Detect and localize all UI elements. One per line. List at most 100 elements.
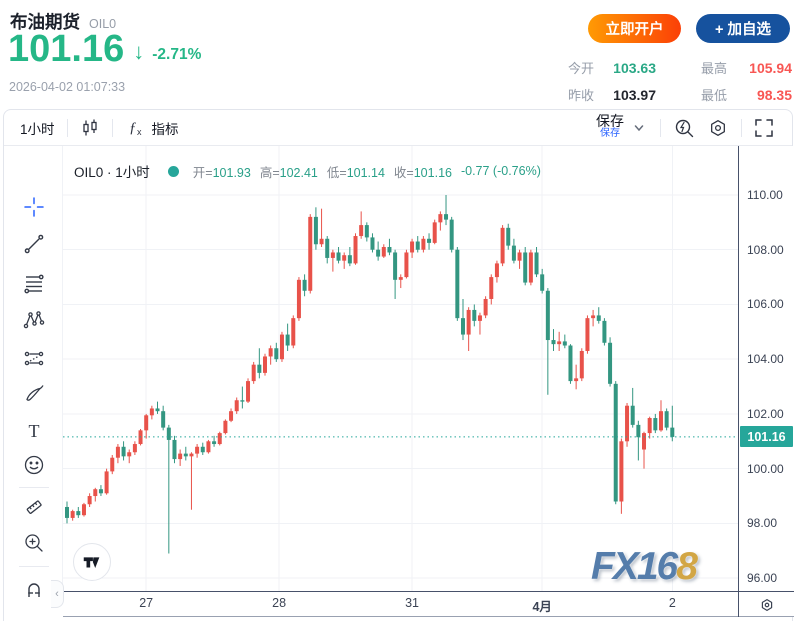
svg-text:ƒ: ƒ: [129, 120, 137, 136]
crosshair-icon: [24, 197, 44, 217]
stat-value: 105.94: [749, 60, 792, 76]
price-axis[interactable]: 101.16 96.00 98.00 100.00 102.00 104.00 106.0…: [738, 146, 794, 591]
legend-series-title[interactable]: OIL0 · 1小时: [74, 165, 150, 180]
stat-label: 昨收: [568, 88, 595, 103]
stat-value: 103.97: [613, 87, 656, 103]
candlestick-plot[interactable]: [63, 146, 738, 591]
indicators-label: 指标: [151, 121, 179, 137]
tool-zoom-in[interactable]: [21, 530, 47, 556]
emoji-icon: [24, 455, 44, 475]
save-button[interactable]: 保存 保存: [596, 113, 624, 140]
drawing-toolbar: T: [4, 146, 63, 597]
tool-ruler[interactable]: [21, 494, 47, 520]
tool-forecast[interactable]: [21, 345, 47, 371]
fx168-eight: 8: [676, 545, 698, 588]
price-row: 101.16 ↓ -2.71%: [8, 28, 201, 70]
save-tooltip: 保存: [600, 128, 620, 139]
svg-text:x: x: [137, 127, 142, 137]
forecast-icon: [24, 351, 44, 366]
tool-fib-retracement[interactable]: [21, 270, 47, 296]
stat-label: 最低: [701, 88, 728, 103]
fullscreen-icon: [755, 118, 773, 137]
fullscreen-button[interactable]: [748, 114, 780, 142]
price-axis-label: 108.00: [747, 242, 784, 257]
price-axis-label: 102.00: [747, 406, 784, 421]
instrument-title-row: 布油期货 OIL0: [10, 9, 116, 34]
save-menu-button[interactable]: [624, 114, 654, 142]
add-watchlist-button[interactable]: + 加自选: [696, 14, 790, 43]
instrument-name: 布油期货: [10, 12, 80, 32]
open-account-button[interactable]: 立即开户: [588, 14, 681, 43]
legend-high: 高=102.41: [259, 165, 318, 180]
candle-style-button[interactable]: [74, 114, 106, 142]
tool-text[interactable]: T: [21, 418, 47, 444]
interval-button[interactable]: 1小时: [20, 121, 55, 137]
instrument-code: OIL0: [89, 17, 117, 31]
toolbar-divider: [66, 118, 68, 137]
legend-close: 收=101.16: [393, 165, 452, 180]
fx168-watermark: FX168: [591, 545, 698, 588]
tool-brush[interactable]: [21, 381, 47, 407]
save-label: 保存: [596, 113, 624, 129]
stat-high: 最高 105.94: [701, 58, 792, 77]
ruler-icon: [26, 500, 42, 514]
fx-icon: ƒ x: [129, 120, 142, 137]
tool-emoji[interactable]: [21, 452, 47, 478]
time-axis[interactable]: 27 28 31 4月 2: [63, 591, 794, 617]
stat-label: 最高: [701, 61, 728, 76]
brush-icon: [26, 385, 44, 401]
price-axis-label: 96.00: [747, 571, 778, 586]
settings-button[interactable]: [701, 114, 735, 142]
trend-line-icon: [24, 234, 44, 254]
price-axis-label: 100.00: [747, 461, 784, 476]
time-axis-label: 31: [405, 596, 420, 610]
stat-open: 今开 103.63: [568, 58, 656, 77]
candles-style-icon: [82, 119, 97, 135]
gear-icon: [711, 119, 725, 136]
tradingview-logo[interactable]: [73, 543, 111, 581]
toolbar-left-group: 1小时 ƒ x 指标: [4, 114, 185, 142]
plot-area[interactable]: OIL0 · 1小时 开=101.93 高=102.41 低=101.14 收=…: [63, 146, 738, 591]
time-axis-label: 27: [139, 596, 154, 610]
last-price: 101.16: [8, 28, 125, 70]
price-axis-label: 106.00: [747, 297, 784, 312]
zoom-in-icon: [25, 534, 43, 552]
axis-gear-icon: [761, 598, 772, 611]
stat-value: 98.35: [756, 87, 792, 103]
price-axis-label: 98.00: [747, 516, 778, 531]
tool-crosshair[interactable]: [21, 194, 47, 220]
chart-legend: OIL0 · 1小时 开=101.93 高=102.41 低=101.14 收=…: [74, 161, 541, 181]
stat-low: 最低 98.35: [701, 85, 792, 104]
price-down-arrow-icon: ↓: [133, 39, 145, 64]
flash-search-icon: [675, 119, 694, 137]
time-axis-label: 2: [668, 596, 676, 610]
stat-value: 103.63: [613, 60, 656, 76]
indicators-button[interactable]: ƒ x 指标: [119, 114, 185, 142]
toolbar-collapse-tab[interactable]: ‹: [51, 580, 64, 608]
axis-settings-corner[interactable]: [738, 592, 794, 617]
chevron-down-icon: [634, 124, 644, 131]
toolbar-divider: [741, 118, 742, 137]
tool-trend-line[interactable]: [21, 231, 47, 257]
last-price-badge: 101.16: [740, 426, 793, 448]
chart-body: T: [4, 146, 794, 597]
svg-text:T: T: [29, 421, 40, 441]
fib-retracement-icon: [24, 274, 44, 294]
quote-timestamp: 2026-04-02 01:07:33: [9, 80, 126, 94]
price-axis-label: 104.00: [747, 352, 784, 367]
toolbar-divider: [19, 487, 49, 488]
legend-open: 开=101.93: [192, 165, 251, 180]
header: 布油期货 OIL0 101.16 ↓ -2.71% 2026-04-02 01:…: [0, 0, 798, 109]
quick-search-button[interactable]: [667, 114, 701, 142]
series-marker-dot: [167, 165, 179, 177]
tradingview-glyph-icon: [83, 557, 100, 568]
stat-prev-close: 昨收 103.97: [568, 85, 656, 104]
tool-magnet[interactable]: [21, 576, 47, 602]
toolbar-divider: [19, 566, 49, 567]
legend-low: 低=101.14: [326, 165, 385, 180]
tool-xabcd-pattern[interactable]: [21, 307, 47, 333]
fx168-text: FX16: [591, 545, 678, 588]
text-icon: T: [29, 421, 40, 441]
chart-toolbar: 1小时 ƒ x 指标: [4, 110, 792, 146]
